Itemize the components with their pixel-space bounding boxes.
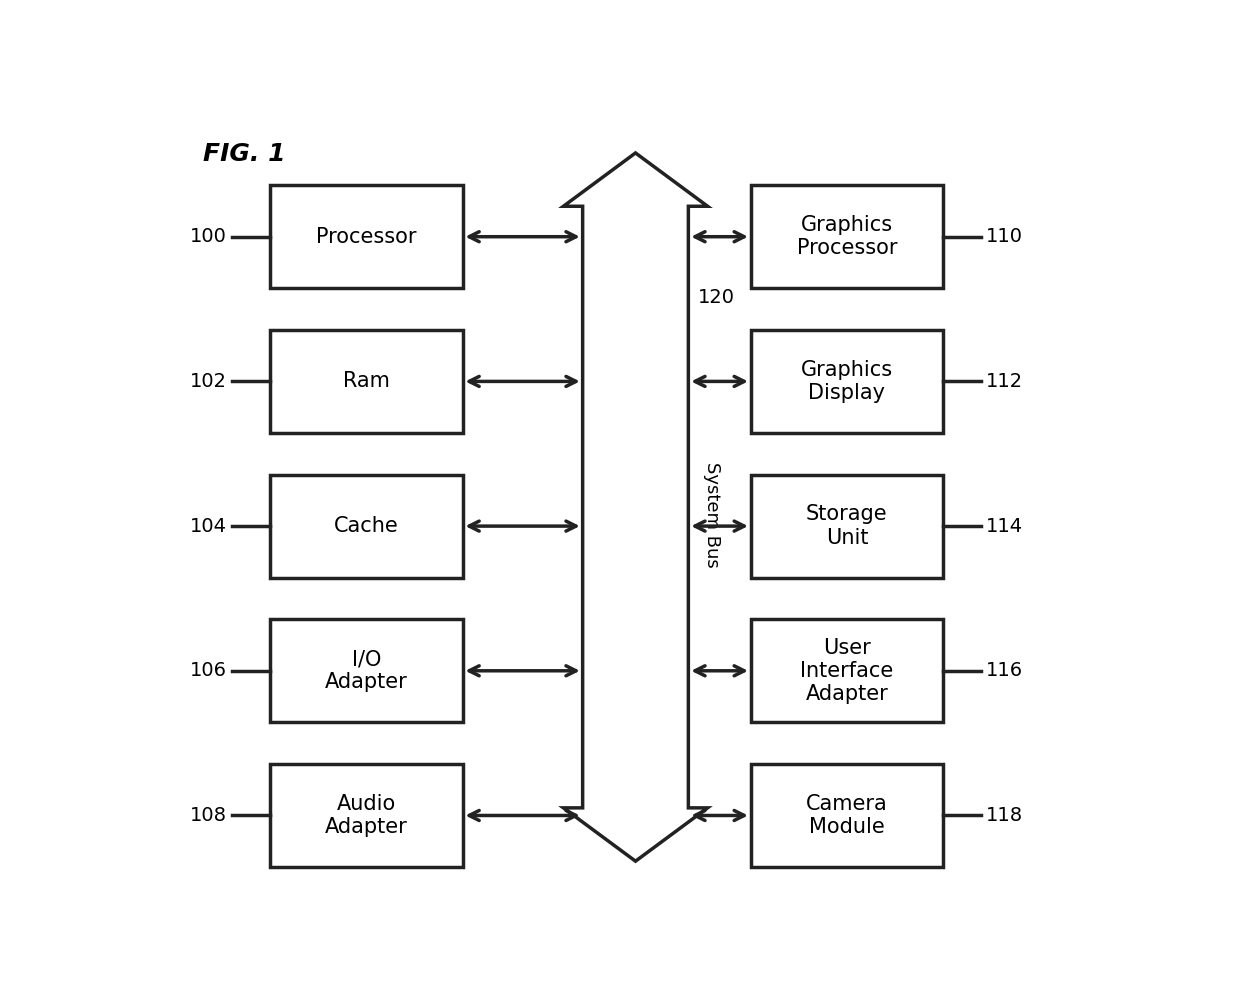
Text: 106: 106	[190, 662, 227, 680]
Text: 112: 112	[986, 372, 1023, 391]
Text: 102: 102	[190, 372, 227, 391]
Text: 114: 114	[986, 516, 1023, 536]
Text: Camera
Module: Camera Module	[806, 794, 888, 837]
Text: Graphics
Processor: Graphics Processor	[796, 216, 898, 258]
Bar	[270, 475, 463, 578]
Bar	[751, 330, 944, 433]
Text: Storage
Unit: Storage Unit	[806, 504, 888, 548]
Text: 108: 108	[190, 806, 227, 825]
Bar	[270, 185, 463, 288]
Polygon shape	[563, 153, 708, 861]
Text: User
Interface
Adapter: User Interface Adapter	[800, 638, 894, 704]
Text: I/O
Adapter: I/O Adapter	[325, 649, 408, 692]
Bar	[270, 619, 463, 722]
Text: Graphics
Display: Graphics Display	[801, 360, 893, 403]
Text: FIG. 1: FIG. 1	[203, 141, 285, 165]
Bar	[270, 764, 463, 867]
Bar	[751, 185, 944, 288]
Text: System Bus: System Bus	[703, 462, 720, 568]
Bar	[751, 619, 944, 722]
Text: 116: 116	[986, 662, 1023, 680]
Text: 118: 118	[986, 806, 1023, 825]
Text: Cache: Cache	[334, 516, 399, 536]
Text: 100: 100	[190, 227, 227, 246]
Text: Ram: Ram	[343, 372, 389, 392]
Text: Audio
Adapter: Audio Adapter	[325, 794, 408, 837]
Text: 110: 110	[986, 227, 1023, 246]
Bar	[270, 330, 463, 433]
Text: 104: 104	[190, 516, 227, 536]
Text: 120: 120	[698, 288, 735, 308]
Text: Processor: Processor	[316, 226, 417, 246]
Bar	[751, 764, 944, 867]
Bar	[751, 475, 944, 578]
